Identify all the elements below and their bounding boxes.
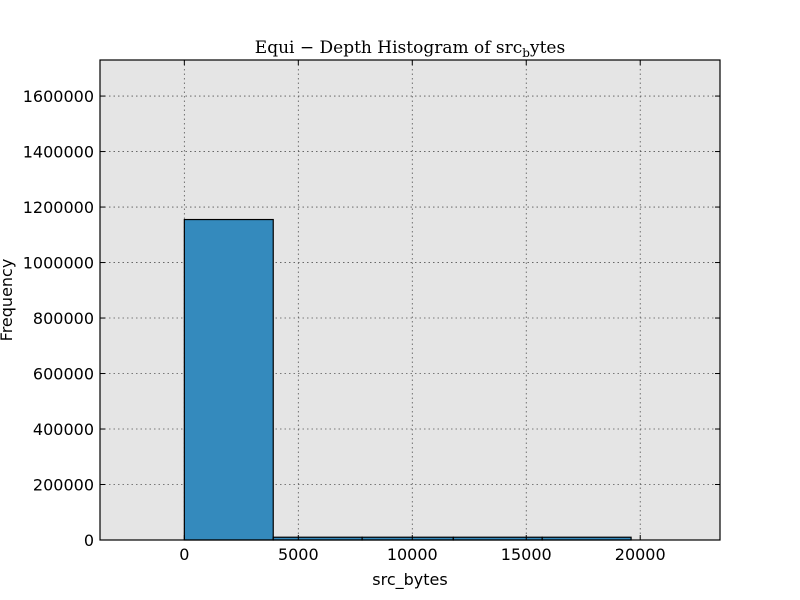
x-tick-label: 5000 [278, 545, 319, 564]
y-tick-label: 400000 [33, 420, 94, 439]
chart-title-subscript: b [522, 46, 530, 60]
x-tick-label: 0 [179, 545, 189, 564]
x-axis-label: src_bytes [372, 570, 447, 590]
x-tick-label: 15000 [501, 545, 552, 564]
y-tick-label: 0 [84, 531, 94, 550]
y-tick-label: 1400000 [23, 143, 94, 162]
y-tick-label: 1000000 [23, 254, 94, 273]
histogram-bar [183, 218, 274, 541]
y-tick-label: 1200000 [23, 198, 94, 217]
y-tick-label: 1600000 [23, 87, 94, 106]
histogram-bars [183, 218, 632, 541]
axis-ticks: 0 5000 10000 15000 2000002000004000006000008… [23, 60, 720, 564]
plot-frame [99, 59, 721, 541]
y-tick-label: 800000 [33, 309, 94, 328]
y-tick-label: 200000 [33, 476, 94, 495]
chart-title: Equi − Depth Histogram of srcbytes [255, 38, 565, 60]
chart-title-main: Equi − Depth Histogram of src [255, 38, 523, 58]
y-tick-label: 600000 [33, 365, 94, 384]
x-tick-label: 10000 [387, 545, 438, 564]
y-axis-label: Frequency [0, 259, 16, 342]
chart-title-suffix: ytes [529, 38, 565, 58]
x-tick-label: 20000 [615, 545, 666, 564]
